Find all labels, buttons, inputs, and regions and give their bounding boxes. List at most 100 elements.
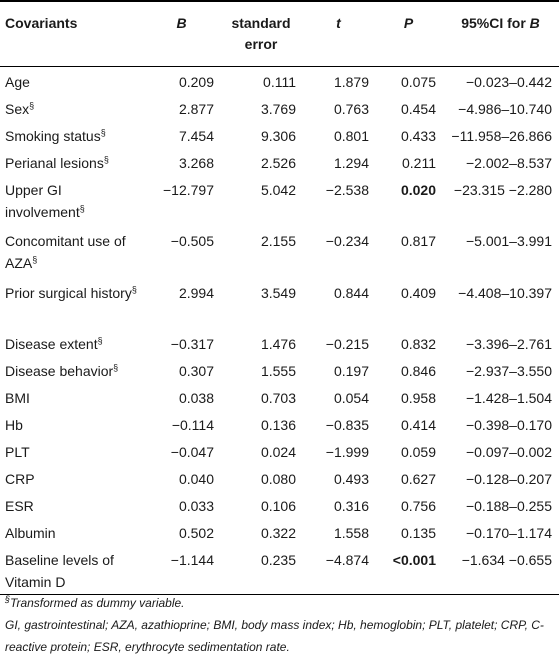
table-row: Disease extent§ −0.317 1.476 −0.215 0.832 −3.… (0, 329, 559, 356)
table-row: Concomitant use of AZA§ −0.505 2.155 −0.234… (0, 226, 559, 278)
standard-error: 2.526 (260, 155, 296, 171)
t-value: −4.874 (302, 545, 375, 595)
standard-error: 0.024 (260, 444, 296, 460)
covariant-name: Prior surgical history§ (0, 278, 143, 329)
t-value: 0.493 (333, 471, 369, 487)
coefficient-b: −0.114 (171, 417, 214, 433)
standard-error: 0.136 (260, 417, 296, 433)
t-value: 0.054 (333, 390, 369, 406)
p-value: 0.059 (400, 444, 436, 460)
p-value: <0.001 (375, 545, 442, 595)
table-row: Albumin 0.502 0.322 1.558 0.135 −0.170–1.174 (0, 518, 559, 545)
covariant-label: Albumin (5, 525, 56, 541)
dummy-variable-marker: § (97, 335, 103, 346)
p-value: 0.846 (400, 363, 436, 379)
header-ci-b: B (529, 15, 540, 31)
covariant-label: ESR (5, 498, 34, 514)
covariant-label: BMI (5, 390, 30, 406)
covariant-label: Baseline levels of Vitamin D (5, 552, 114, 590)
t-value: 0.801 (333, 128, 369, 144)
confidence-interval: −0.398–0.170 (465, 417, 552, 433)
table-row: Smoking status§ 7.454 9.306 0.801 0.433 −11.9… (0, 121, 559, 148)
t-value: −0.215 (325, 336, 369, 352)
covariant-name: Perianal lesions§ (0, 148, 143, 175)
coefficient-b: 0.038 (178, 390, 214, 406)
covariant-name: ESR (0, 491, 143, 518)
covariant-name: Concomitant use of AZA§ (0, 226, 143, 278)
coefficient-b: 0.033 (178, 498, 214, 514)
table-row: Upper GI involvement§ −12.797 5.042 −2.538 0… (0, 175, 559, 226)
table-row: BMI 0.038 0.703 0.054 0.958 −1.428–1.504 (0, 383, 559, 410)
t-value: 0.844 (333, 285, 369, 301)
standard-error: 0.703 (260, 390, 296, 406)
table-row: Sex§ 2.877 3.769 0.763 0.454 −4.986–10.740 (0, 94, 559, 121)
covariant-label: Age (5, 73, 30, 90)
confidence-interval: −1.634 −0.655 (442, 545, 559, 595)
covariant-label: Smoking status (5, 128, 101, 144)
confidence-interval: −5.001–3.991 (465, 233, 552, 249)
covariant-name: Age (0, 66, 143, 94)
t-value: −0.234 (325, 233, 369, 249)
standard-error: 0.080 (260, 471, 296, 487)
table-row: Baseline levels of Vitamin D −1.144 0.235−… (0, 545, 559, 595)
confidence-interval: −4.986–10.740 (458, 101, 552, 117)
covariant-name: Hb (0, 410, 143, 437)
covariant-name: Disease extent§ (0, 329, 143, 356)
p-value: 0.211 (402, 155, 436, 171)
coefficient-b: −0.317 (170, 336, 214, 352)
coefficient-b: −12.797 (163, 182, 214, 198)
table-row: Disease behavior§ 0.307 1.555 0.197 0.846 −2.… (0, 356, 559, 383)
confidence-interval: −23.315 −2.280 (453, 182, 552, 198)
t-value: 1.558 (333, 525, 369, 541)
t-value: 1.879 (333, 73, 369, 90)
p-value: 0.454 (400, 101, 436, 117)
t-value: −0.835 (325, 417, 369, 433)
footnote-dummy: §Transformed as dummy variable. (5, 592, 553, 614)
footnote-dummy-text: Transformed as dummy variable. (10, 596, 185, 610)
coefficient-b: 3.268 (178, 155, 214, 171)
coefficient-b: 2.877 (178, 101, 214, 117)
table-row: Perianal lesions§ 3.268 2.526 1.294 0.211 −2.… (0, 148, 559, 175)
confidence-interval: −0.170–1.174 (465, 525, 552, 541)
header-row: Covariants B standard error t P 95%CI fo… (0, 0, 559, 67)
coefficient-b: 7.454 (178, 128, 214, 144)
p-value: 0.020 (400, 182, 436, 198)
p-value: 0.135 (400, 525, 436, 541)
t-value: −1.999 (325, 444, 369, 460)
covariant-label: Upper GI involvement (5, 182, 80, 220)
header-covariants: Covariants (0, 0, 143, 67)
confidence-interval: −0.097–0.002 (465, 444, 552, 460)
table-row: CRP 0.040 0.080 0.493 0.627 −0.128–0.207 (0, 464, 559, 491)
p-value: 0.075 (400, 73, 436, 90)
coefficient-b: −0.047 (170, 444, 214, 460)
dummy-variable-marker: § (113, 362, 119, 373)
coefficient-b: 0.209 (178, 73, 214, 90)
covariant-label: CRP (5, 471, 35, 487)
covariant-label: Prior surgical history (5, 285, 132, 301)
coefficient-b: 2.994 (178, 285, 214, 301)
p-value: 0.409 (400, 285, 436, 301)
covariant-name: Smoking status§ (0, 121, 143, 148)
coefficient-b: 0.040 (178, 471, 214, 487)
table-row: ESR 0.033 0.106 0.316 0.756 −0.188–0.255 (0, 491, 559, 518)
standard-error: 2.155 (260, 233, 296, 249)
dummy-variable-marker: § (100, 127, 106, 138)
confidence-interval: −2.937–3.550 (465, 363, 552, 379)
standard-error: 5.042 (260, 182, 296, 198)
coefficient-b: −1.144 (143, 545, 220, 595)
covariant-label: Sex (5, 101, 30, 117)
standard-error: 0.322 (260, 525, 296, 541)
table-row: Age 0.209 0.111 1.879 0.075 −0.023–0.442 (0, 66, 559, 94)
p-value: 0.756 (400, 498, 436, 514)
covariant-name: Albumin (0, 518, 143, 545)
p-value: 0.627 (400, 471, 436, 487)
confidence-interval: −0.188–0.255 (465, 498, 552, 514)
confidence-interval: −2.002–8.537 (465, 155, 552, 171)
covariant-label: PLT (5, 444, 30, 460)
table-footnotes: §Transformed as dummy variable. GI, gast… (5, 592, 553, 658)
covariant-name: PLT (0, 437, 143, 464)
standard-error: 3.549 (260, 285, 296, 301)
dummy-variable-marker: § (103, 154, 109, 165)
covariant-label: Concomitant use of AZA (5, 233, 126, 271)
